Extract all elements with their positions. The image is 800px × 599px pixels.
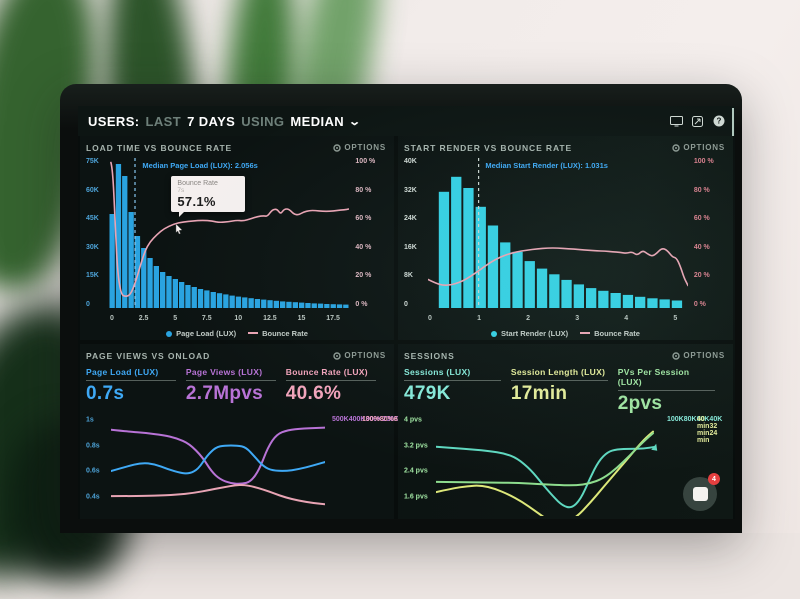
mini-y-axis-right-k: 500K400K300K200K	[332, 416, 399, 423]
help-icon[interactable]: ?	[712, 115, 725, 128]
gear-icon	[672, 351, 681, 360]
panel-start-render: START RENDER VS BOUNCE RATE OPTIONS 40K 3…	[398, 136, 733, 340]
header-range-label: 7 DAYS	[187, 113, 236, 129]
notification-badge: 4	[708, 473, 720, 485]
mobile-icon[interactable]	[691, 115, 704, 128]
panel-title: LOAD TIME VS BOUNCE RATE	[86, 142, 233, 153]
metrics-row: Page Load (LUX) 0.7s Page Views (LUX) 2.…	[80, 364, 394, 414]
options-button[interactable]: OPTIONS	[333, 143, 386, 152]
load-time-plot[interactable]: Median Page Load (LUX): 2.056s Bounce Ra…	[109, 158, 351, 313]
svg-text:?: ?	[716, 117, 721, 126]
panel-page-views: PAGE VIEWS VS ONLOAD OPTIONS Page Load (…	[80, 344, 422, 519]
gear-icon	[333, 143, 342, 152]
gear-icon	[333, 351, 342, 360]
start-render-chart	[427, 158, 689, 309]
mini-y-axis-right-k: 100K80K60K40K	[667, 416, 723, 423]
dashboard-screen: USERS: LAST 7 DAYS USING MEDIAN ⌄ ? LOAD…	[78, 106, 735, 519]
x-axis: 0 2.5 5 7.5 10 12.5 15 17.5	[110, 315, 340, 322]
panel-load-time: LOAD TIME VS BOUNCE RATE OPTIONS 75K 60K 4…	[80, 136, 394, 340]
metrics-row: Sessions (LUX) 479K Session Length (LUX)…	[398, 364, 733, 414]
legend-item: Start Render (LUX)	[491, 329, 568, 338]
y-axis-left: 40K 32K 24K 16K 8K 0	[404, 158, 417, 308]
header-median-dropdown[interactable]: MEDIAN	[290, 113, 345, 129]
options-button[interactable]: OPTIONS	[333, 351, 386, 360]
median-annotation: Median Page Load (LUX): 2.056s	[142, 161, 258, 170]
panels-area: LOAD TIME VS BOUNCE RATE OPTIONS 75K 60K 4…	[78, 136, 735, 519]
panel-title: SESSIONS	[404, 350, 455, 361]
header-users-label: USERS:	[88, 113, 140, 129]
header-last-label: LAST	[145, 113, 182, 129]
bounce-rate-tooltip: Bounce Rate 7s 57.1%	[171, 176, 246, 217]
monitor-icon[interactable]	[670, 115, 683, 128]
panel-sessions: SESSIONS OPTIONS Sessions (LUX) 479K Ses…	[398, 344, 733, 519]
start-render-plot[interactable]: Median Start Render (LUX): 1.031s	[427, 158, 689, 313]
options-button[interactable]: OPTIONS	[672, 351, 725, 360]
metric-0: Sessions (LUX) 479K	[404, 367, 511, 414]
laptop: USERS: LAST 7 DAYS USING MEDIAN ⌄ ? LOAD…	[60, 84, 742, 533]
gear-icon	[672, 143, 681, 152]
metric-2: Bounce Rate (LUX) 40.6%	[285, 367, 386, 414]
sessions-chart[interactable]	[435, 416, 660, 516]
mini-y-axis-right-pct: 100%80%60%40%	[362, 416, 422, 423]
mini-y-axis-right-min: 40 min32 min24 min	[697, 416, 718, 444]
legend-item: Page Load (LUX)	[166, 329, 236, 338]
page-views-chart[interactable]	[111, 416, 325, 516]
chat-bubble-icon	[692, 487, 708, 501]
mini-y-axis-left: 4 pvs 3.2 pvs 2.4 pvs 1.6 pvs	[404, 416, 428, 501]
mini-y-axis-left: 1s 0.8s 0.6s 0.4s	[86, 416, 100, 501]
panel-title: START RENDER VS BOUNCE RATE	[404, 142, 573, 153]
metric-1: Session Length (LUX) 17min	[510, 367, 618, 414]
cursor-icon	[176, 224, 183, 234]
legend-item: Bounce Rate	[580, 329, 640, 338]
header-using-label: USING	[241, 113, 285, 129]
metric-2: PVs Per Session (LUX) 2pvs	[617, 367, 725, 414]
y-axis-right: 100 % 80 % 60 % 40 % 20 % 0 %	[355, 158, 376, 308]
median-annotation: Median Start Render (LUX): 1.031s	[485, 161, 608, 170]
metric-1: Page Views (LUX) 2.7Mpvs	[185, 367, 286, 414]
dashboard-header: USERS: LAST 7 DAYS USING MEDIAN ⌄ ?	[78, 106, 735, 136]
options-button[interactable]: OPTIONS	[672, 143, 725, 152]
load-time-chart	[109, 158, 351, 308]
metric-0: Page Load (LUX) 0.7s	[86, 367, 186, 414]
y-axis-left: 75K 60K 45K 30K 15K 0	[86, 158, 99, 308]
scrollbar[interactable]	[732, 108, 734, 136]
panel-title: PAGE VIEWS VS ONLOAD	[86, 350, 211, 361]
chart-legend: Start Render (LUX) Bounce Rate	[398, 326, 733, 341]
chart-legend: Page Load (LUX) Bounce Rate	[80, 326, 394, 341]
y-axis-right: 100 % 80 % 60 % 40 % 20 % 0 %	[693, 158, 714, 308]
chevron-down-icon[interactable]: ⌄	[348, 115, 362, 128]
legend-item: Bounce Rate	[248, 329, 308, 338]
chat-launcher-button[interactable]: 4	[683, 473, 720, 511]
